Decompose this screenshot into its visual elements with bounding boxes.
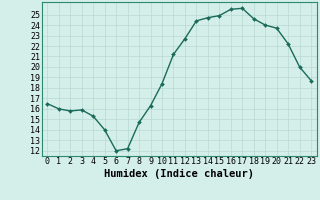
X-axis label: Humidex (Indice chaleur): Humidex (Indice chaleur) — [104, 169, 254, 179]
